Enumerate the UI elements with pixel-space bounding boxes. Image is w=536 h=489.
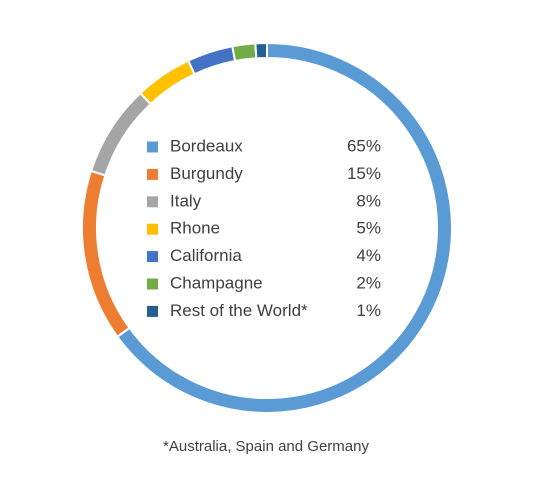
legend-swatch xyxy=(147,223,158,235)
legend-swatch xyxy=(147,141,158,153)
value-label: 4% xyxy=(356,246,381,265)
footnote: *Australia, Spain and Germany xyxy=(163,438,369,455)
legend-swatch xyxy=(147,251,158,263)
value-label: 8% xyxy=(356,191,381,210)
donut-segment xyxy=(186,45,237,76)
legend-swatch xyxy=(147,196,158,208)
donut-segment xyxy=(89,91,153,177)
legend-label: Burgundy xyxy=(170,164,243,183)
value-label: 65% xyxy=(347,136,381,155)
donut-segment xyxy=(254,41,268,60)
legend-label: California xyxy=(170,246,242,265)
legend-label: Bordeaux xyxy=(170,136,243,155)
value-label: 2% xyxy=(356,273,381,292)
legend-swatch xyxy=(147,168,158,180)
donut-segment xyxy=(81,169,131,339)
legend-swatch xyxy=(147,305,158,317)
donut-segment xyxy=(231,42,258,63)
legend-label: Rest of the World* xyxy=(170,301,308,320)
value-label: 5% xyxy=(356,219,381,238)
legend-label: Rhone xyxy=(170,219,220,238)
legend-label: Italy xyxy=(170,191,202,210)
donut-segment xyxy=(115,41,453,414)
value-label: 1% xyxy=(356,301,381,320)
legend-label: Champagne xyxy=(170,273,263,292)
value-label: 15% xyxy=(347,164,381,183)
donut-segment xyxy=(138,59,196,106)
legend-swatch xyxy=(147,278,158,290)
